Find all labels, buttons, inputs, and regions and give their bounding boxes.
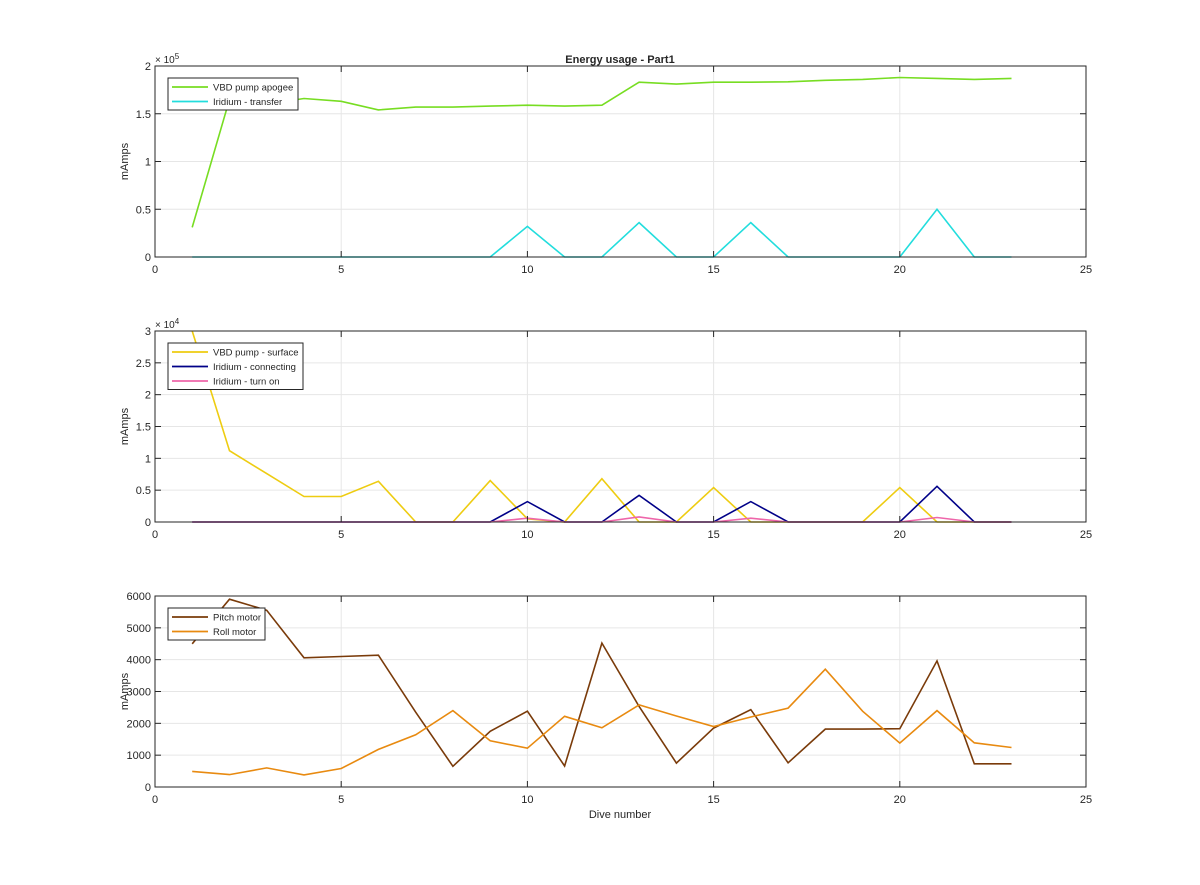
legend-entry: Roll motor	[213, 627, 256, 638]
y-tick-label: 5000	[127, 623, 151, 635]
y-tick-label: 1000	[127, 750, 151, 762]
y-tick-label: 0.5	[136, 204, 151, 216]
chart-panel-2: 0 5 10 15 20 25 0 0.5 1 1.5 2 2.5 3 × 104 mAmps VBD pum…	[119, 317, 1092, 541]
legend: Pitch motor Roll motor	[167, 607, 266, 641]
y-exponent-label: × 104	[155, 317, 180, 331]
x-tick-label: 20	[894, 529, 906, 541]
x-tick-label: 20	[894, 794, 906, 806]
legend: VBD pump apogee Iridium - transfer	[167, 77, 299, 111]
y-tick-label: 4000	[127, 655, 151, 667]
x-tick-label: 25	[1080, 529, 1092, 541]
x-tick-label: 15	[707, 264, 719, 276]
figure-title: Energy usage - Part1	[565, 54, 674, 66]
legend: VBD pump - surface Iridium - connecting Ir…	[167, 342, 304, 390]
y-tick-label: 2.5	[136, 358, 151, 370]
legend-entry: VBD pump apogee	[213, 83, 293, 94]
y-tick-label: 2000	[127, 718, 151, 730]
y-tick-label: 0	[145, 252, 151, 264]
x-tick-label: 25	[1080, 794, 1092, 806]
x-tick-label: 5	[338, 529, 344, 541]
series-line-1	[191, 330, 1012, 523]
legend-box	[167, 77, 299, 111]
y-tick-label: 1	[145, 157, 151, 169]
y-tick-label: 3	[145, 326, 151, 338]
chart-panel-3: 0 5 10 15 20 25 0 1000 2000 3000 4000 5000 6000 mAmps…	[119, 591, 1092, 806]
series-line-1	[191, 598, 1012, 768]
y-axis-label: mAmps	[119, 407, 131, 445]
x-tick-label: 15	[707, 794, 719, 806]
legend-entry: Iridium - transfer	[213, 97, 282, 108]
x-tick-label: 5	[338, 794, 344, 806]
legend-entry: VBD pump - surface	[213, 348, 299, 359]
chart-panel-1: 0 5 10 15 20 25 0 0.5 1 1.5 2 × 105 mAmps VBD pump ap…	[119, 52, 1092, 276]
y-tick-label: 2	[145, 390, 151, 402]
x-tick-label: 10	[521, 264, 533, 276]
y-tick-label: 6000	[127, 591, 151, 603]
series-line-2	[192, 668, 1012, 776]
y-tick-label: 0	[145, 517, 151, 529]
x-tick-label: 0	[152, 529, 158, 541]
y-axis-label: mAmps	[119, 142, 131, 180]
y-tick-label: 1.5	[136, 422, 151, 434]
y-tick-label: 0.5	[136, 485, 151, 497]
x-tick-label: 10	[521, 794, 533, 806]
y-tick-label: 0	[145, 782, 151, 794]
y-tick-label: 3000	[127, 687, 151, 699]
legend-entry: Pitch motor	[213, 613, 261, 624]
y-exponent-power: 5	[175, 52, 180, 61]
x-tick-label: 20	[894, 264, 906, 276]
x-tick-label: 0	[152, 794, 158, 806]
series-line-1	[191, 76, 1012, 228]
y-exponent-label: × 105	[155, 52, 180, 66]
x-tick-label: 25	[1080, 264, 1092, 276]
x-tick-label: 10	[521, 529, 533, 541]
x-tick-label: 15	[707, 529, 719, 541]
x-axis-label: Dive number	[589, 809, 652, 821]
y-tick-label: 1.5	[136, 109, 151, 121]
y-axis-label: mAmps	[119, 672, 131, 710]
x-tick-label: 5	[338, 264, 344, 276]
y-tick-label: 2	[145, 61, 151, 73]
y-exponent-power: 4	[175, 317, 180, 326]
x-tick-label: 0	[152, 264, 158, 276]
legend-entry: Iridium - connecting	[213, 362, 296, 373]
legend-entry: Iridium - turn on	[213, 377, 280, 388]
y-tick-label: 1	[145, 453, 151, 465]
legend-box	[167, 607, 266, 641]
